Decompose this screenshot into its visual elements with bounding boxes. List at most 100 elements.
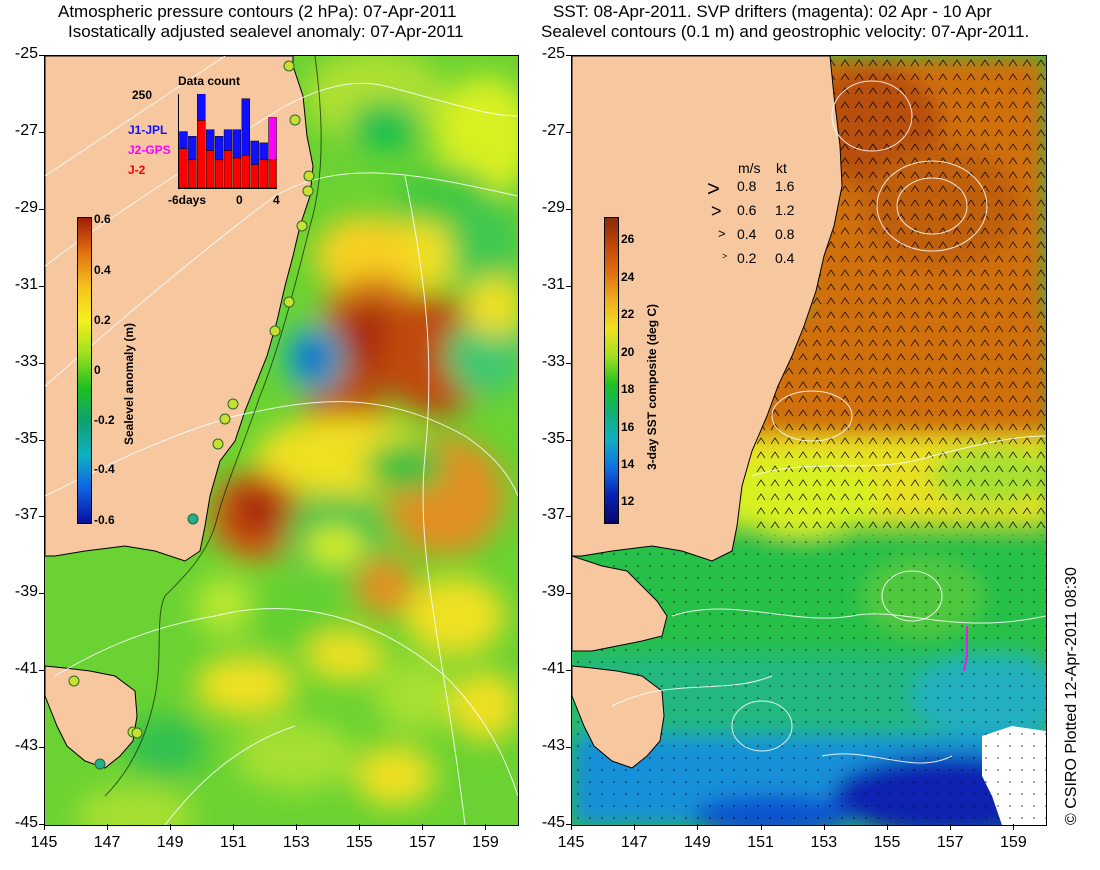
y-tick-mark: [39, 439, 44, 441]
velocity-ms-value: 0.6: [737, 202, 757, 218]
anomaly-blobs: [75, 56, 518, 825]
x-axis-label: 151: [747, 834, 774, 851]
sealevel-anomaly-map[interactable]: [44, 55, 519, 826]
histogram-bar-red: [188, 159, 197, 188]
y-tick-mark: [566, 439, 571, 441]
histogram-bar-blue: [259, 142, 268, 161]
australia-land-sst: [572, 56, 843, 562]
x-tick-mark: [697, 824, 699, 830]
sealevel-cb-tick: 0: [94, 363, 101, 377]
velocity-dots: [572, 536, 1046, 825]
y-tick-mark: [39, 747, 44, 749]
histogram-title: Data count: [178, 74, 241, 88]
velocity-kt-value: 1.2: [775, 202, 795, 218]
histogram-bar-red: [250, 164, 259, 188]
y-axis-label: -39: [541, 583, 565, 601]
x-axis-label: 155: [873, 834, 901, 851]
histogram-bar-red: [223, 150, 233, 188]
sst-field: [572, 56, 1046, 825]
y-axis-label: -41: [541, 660, 565, 678]
histogram-bar-blue: [223, 129, 233, 151]
histogram-x-label: 4: [273, 193, 280, 207]
sealevel-colorbar: [77, 217, 92, 524]
y-axis-label: -45: [541, 814, 565, 831]
histogram-bar-red: [232, 157, 242, 188]
sst-cb-tick: 26: [621, 232, 635, 246]
tasmania-land: [45, 665, 138, 769]
x-tick-mark: [823, 824, 825, 830]
sst-map[interactable]: [571, 55, 1047, 826]
sst-cb-tick: 22: [621, 307, 635, 321]
histogram-bar-red: [241, 154, 251, 188]
histogram-bar-blue: [232, 129, 242, 159]
y-tick-mark: [566, 747, 571, 749]
sst-cb-tick: 20: [621, 345, 635, 359]
sealevel-cb-tick: 0.6: [94, 212, 111, 226]
histogram-bar-red: [205, 150, 215, 188]
right-title-line2: Sealevel contours (0.1 m) and geostrophi…: [541, 22, 1030, 41]
y-tick-mark: [39, 55, 44, 56]
y-axis-label: -29: [14, 198, 38, 216]
y-tick-mark: [566, 285, 571, 287]
histogram-ymax: 250: [132, 88, 153, 102]
velocity-arrow-glyph: >: [711, 201, 722, 221]
x-axis-label: 159: [472, 834, 499, 851]
right-title-line1: SST: 08-Apr-2011. SVP drifters (magenta)…: [553, 2, 992, 21]
x-axis-label: 157: [936, 834, 964, 851]
y-axis-label: -35: [14, 429, 38, 447]
histogram-bar-blue: [214, 136, 224, 161]
sealevel-cb-tick: -0.6: [94, 513, 115, 527]
y-axis-label: -25: [541, 45, 565, 62]
sst-cb-tick: 14: [621, 457, 635, 471]
y-tick-mark: [566, 208, 571, 210]
sst-colorbar-label: 3-day SST composite (deg C): [645, 303, 659, 470]
x-tick-mark: [422, 824, 424, 830]
x-tick-mark: [107, 824, 109, 830]
histogram-bar-blue: [250, 140, 259, 165]
histogram-bar-red: [197, 120, 206, 188]
legend-j2-gps: J2-GPS: [128, 143, 171, 157]
tasmania-land-sst: [572, 665, 665, 769]
velocity-kt-value: 0.8: [775, 226, 795, 242]
x-axis-label: 153: [810, 834, 838, 851]
sealevel-contours: [611, 80, 1046, 764]
y-axis-label: -37: [14, 506, 38, 524]
y-axis-label: -27: [14, 121, 38, 139]
y-axis-label: -35: [541, 429, 565, 447]
sealevel-anomaly-field: [45, 56, 518, 825]
histogram-bar-red: [259, 159, 268, 188]
y-tick-mark: [566, 593, 571, 595]
y-tick-mark: [566, 131, 571, 133]
velocity-ms-value: 0.2: [737, 250, 757, 266]
x-tick-mark: [44, 824, 45, 830]
velocity-arrow-glyph: >: [722, 251, 728, 261]
x-axis-label: 151: [219, 834, 247, 851]
victoria-land-sst: [572, 555, 668, 652]
tide-gauge-markers[interactable]: [68, 60, 315, 770]
data-count-histogram: Data count 250 J1-JPL J2-GPS J-2 -6days …: [128, 70, 280, 210]
y-axis-label: -45: [14, 814, 38, 831]
sst-cb-tick: 12: [621, 494, 635, 508]
y-tick-mark: [39, 593, 44, 595]
x-tick-mark: [571, 824, 572, 830]
histogram-bar-blue: [205, 129, 215, 151]
x-axis-label: 147: [620, 834, 648, 851]
x-tick-mark: [950, 824, 952, 830]
x-tick-mark: [634, 824, 636, 830]
y-tick-mark: [39, 516, 44, 518]
x-tick-mark: [170, 824, 172, 830]
svp-drifter-track: [963, 626, 968, 672]
velocity-ms-value: 0.4: [737, 226, 757, 242]
sst-cb-tick: 18: [621, 382, 635, 396]
sst-colorbar: [604, 217, 619, 524]
velocity-arrow-glyph: >: [707, 176, 720, 201]
sst-cb-tick: 24: [621, 270, 635, 284]
y-axis-label: -43: [541, 737, 565, 755]
sealevel-cb-tick: -0.2: [94, 413, 115, 427]
legend-j-2: J-2: [128, 163, 146, 177]
velocity-header-ms: m/s: [738, 160, 761, 176]
legend-j1-jpl: J1-JPL: [128, 123, 168, 137]
sealevel-cb-tick: -0.4: [94, 462, 115, 476]
velocity-legend: m/s kt > 0.8 1.6 > 0.6 1.2 > 0.4 0.8 > 0…: [705, 160, 805, 270]
y-axis-label: -25: [14, 45, 38, 62]
